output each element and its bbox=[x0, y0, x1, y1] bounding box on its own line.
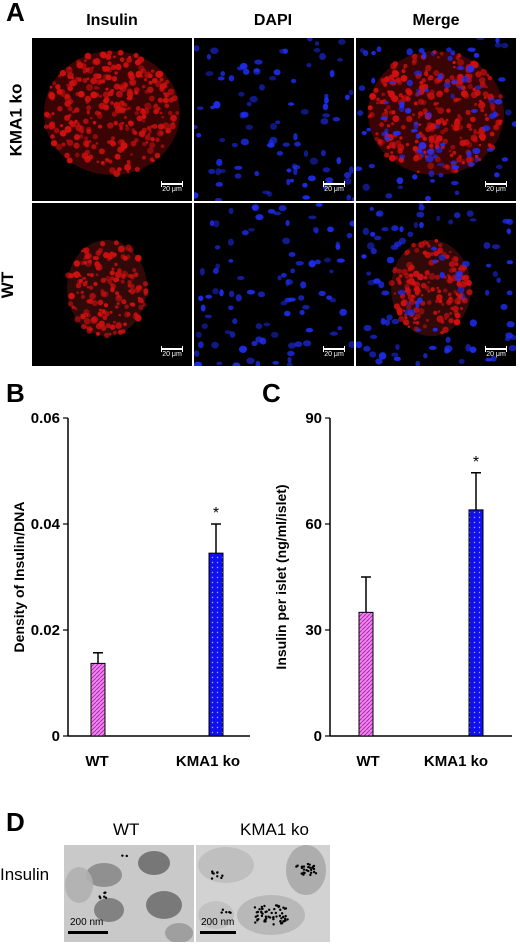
y-tick-label: 90 bbox=[305, 410, 322, 427]
significance-marker: * bbox=[213, 505, 219, 522]
scale-bar-label: 20 μm bbox=[324, 186, 344, 193]
column-header-dapi: DAPI bbox=[253, 12, 293, 29]
dapi-nuclei bbox=[356, 203, 516, 366]
y-axis-label: Insulin per islet (ng/ml/islet) bbox=[273, 484, 289, 669]
em-column-kma1-ko: KMA1 ko bbox=[240, 820, 309, 839]
scale-bar-label: 20 μm bbox=[324, 351, 344, 358]
y-tick-label: 0.06 bbox=[31, 410, 60, 427]
scale-bar-label: 20 μm bbox=[162, 351, 182, 358]
panel-a-letter: A bbox=[6, 0, 25, 27]
category-label: KMA1 ko bbox=[176, 753, 240, 770]
category-label: WT bbox=[356, 753, 379, 770]
scale-bar-label: 20 μm bbox=[162, 186, 182, 193]
bar-wt bbox=[90, 662, 106, 737]
em-row-insulin: Insulin bbox=[0, 865, 50, 884]
panel-c-letter: C bbox=[262, 378, 281, 408]
column-header-merge: Merge bbox=[412, 12, 460, 29]
insulin-stain bbox=[43, 49, 180, 178]
panel-d-letter: D bbox=[6, 807, 25, 837]
significance-marker: * bbox=[473, 454, 479, 471]
y-tick-label: 0.02 bbox=[31, 622, 60, 639]
dapi-nuclei bbox=[194, 203, 354, 366]
y-tick-label: 30 bbox=[305, 622, 322, 639]
y-tick-label: 0 bbox=[314, 728, 322, 745]
micrograph-ko-dapi: 20 μm bbox=[194, 38, 354, 201]
scale-bar-label: 20 μm bbox=[486, 351, 506, 358]
bar-wt bbox=[358, 611, 374, 737]
scale-bar-label: 20 μm bbox=[486, 186, 506, 193]
y-axis-label: Density of Insulin/DNA bbox=[11, 502, 27, 653]
y-tick-label: 60 bbox=[305, 516, 322, 533]
category-label: WT bbox=[85, 753, 108, 770]
micrograph-ko-merge: 20 μm bbox=[356, 38, 516, 201]
em-image-kma1-ko: 200 nm bbox=[196, 845, 330, 942]
y-tick-label: 0.04 bbox=[31, 516, 61, 533]
insulin-stain bbox=[65, 240, 149, 339]
chart-b: 0 0.02 0.04 0.06 Density of Insulin/DNA WT * KM… bbox=[11, 410, 250, 770]
em-column-wt: WT bbox=[113, 820, 140, 839]
y-tick-label: 0 bbox=[52, 728, 60, 745]
row-label-wt: WT bbox=[0, 271, 18, 299]
micrograph-wt-dapi: 20 μm bbox=[194, 203, 354, 366]
chart-c: 0 30 60 90 Insulin per islet (ng/ml/islet) WT… bbox=[273, 410, 512, 770]
em-scale-label: 200 nm bbox=[70, 917, 104, 928]
row-label-kma1-ko: KMA1 ko bbox=[6, 83, 26, 157]
bar-kma1-ko bbox=[468, 509, 484, 737]
category-label: KMA1 ko bbox=[424, 753, 488, 770]
em-image-wt: 200 nm bbox=[64, 845, 194, 942]
panel-b-letter: B bbox=[6, 378, 25, 408]
dapi-nuclei bbox=[356, 38, 516, 201]
em-scale-bar bbox=[68, 931, 108, 934]
em-scale-bar bbox=[200, 931, 236, 934]
column-header-insulin: Insulin bbox=[86, 12, 138, 29]
micrograph-ko-insulin: 20 μm bbox=[32, 38, 192, 201]
micrograph-wt-merge: 20 μm bbox=[356, 203, 516, 366]
bar-kma1-ko bbox=[208, 552, 224, 737]
micrograph-wt-insulin: 20 μm bbox=[32, 203, 192, 366]
em-scale-label: 200 nm bbox=[201, 917, 235, 928]
dapi-nuclei bbox=[194, 38, 354, 201]
